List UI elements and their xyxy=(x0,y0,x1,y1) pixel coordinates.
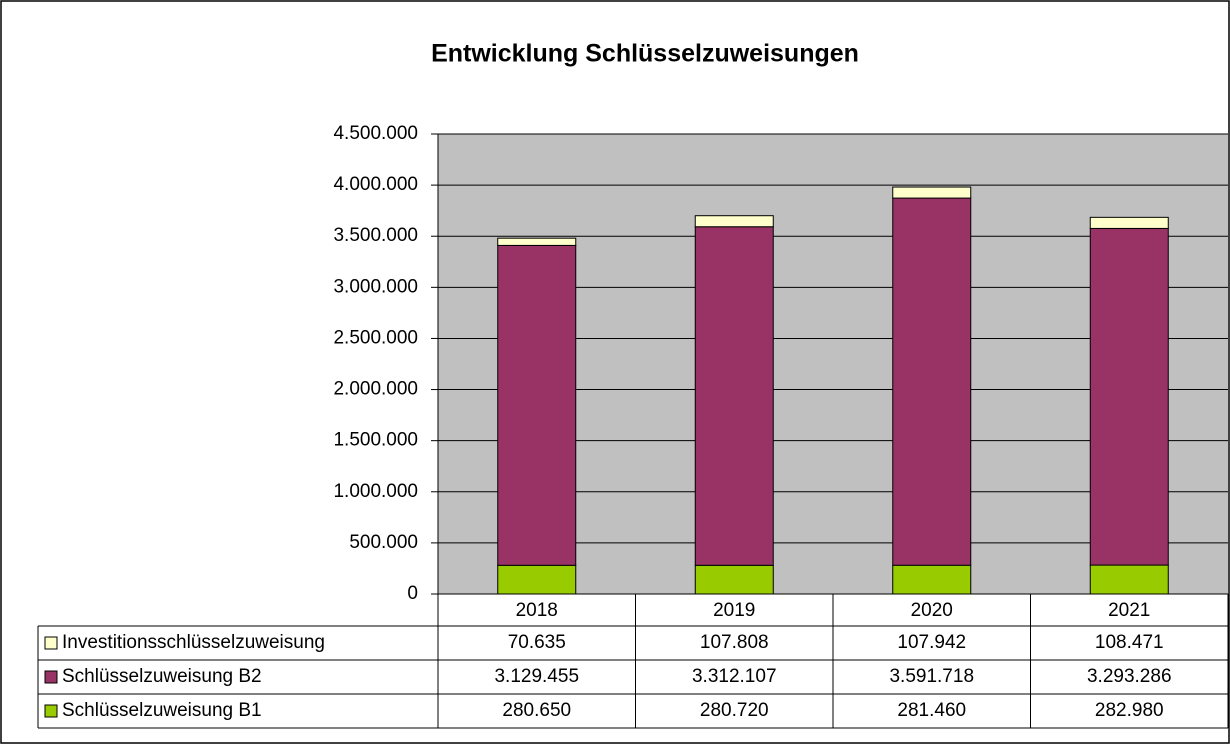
bar-segment xyxy=(1089,216,1169,229)
table-value: 281.460 xyxy=(897,700,966,721)
y-tick-label: 3.500.000 xyxy=(333,225,418,246)
bar-segment xyxy=(497,564,577,595)
bar-segment xyxy=(892,197,972,566)
table-value: 3.293.286 xyxy=(1087,666,1172,687)
table-value: 108.471 xyxy=(1095,632,1164,653)
bar-segment xyxy=(497,237,577,246)
y-tick-label: 4.000.000 xyxy=(333,174,418,195)
legend-swatch xyxy=(44,670,58,684)
y-tick-label: 500.000 xyxy=(349,532,418,553)
y-tick-label: 4.500.000 xyxy=(333,123,418,144)
x-tick-label: 2019 xyxy=(713,600,755,621)
bar-segment xyxy=(497,244,577,566)
table-value: 70.635 xyxy=(508,632,566,653)
x-tick-label: 2020 xyxy=(911,600,953,621)
y-tick-label: 1.500.000 xyxy=(333,430,418,451)
y-tick-label: 1.000.000 xyxy=(333,481,418,502)
table-value: 3.129.455 xyxy=(494,666,579,687)
y-tick-label: 3.000.000 xyxy=(333,276,418,297)
table-value: 107.808 xyxy=(700,632,769,653)
x-tick-label: 2018 xyxy=(516,600,558,621)
table-value: 280.720 xyxy=(700,700,769,721)
legend-label: Schlüsselzuweisung B2 xyxy=(62,666,262,687)
y-tick-label: 2.500.000 xyxy=(333,327,418,348)
table-value: 3.591.718 xyxy=(889,666,974,687)
legend-label: Investitionsschlüsselzuweisung xyxy=(62,632,325,653)
bar-segment xyxy=(1089,227,1169,566)
bar-segment xyxy=(694,215,774,228)
chart-title: Entwicklung Schlüsselzuweisungen xyxy=(431,40,859,68)
bar-segment xyxy=(892,564,972,595)
y-tick-label: 0 xyxy=(407,583,418,604)
table-value: 280.650 xyxy=(502,700,571,721)
bar-segment xyxy=(1089,564,1169,595)
table-value: 282.980 xyxy=(1095,700,1164,721)
legend-swatch xyxy=(44,636,58,650)
bar-segment xyxy=(892,186,972,199)
legend-swatch xyxy=(44,704,58,718)
x-tick-label: 2021 xyxy=(1108,600,1150,621)
bar-segment xyxy=(694,564,774,595)
table-value: 107.942 xyxy=(897,632,966,653)
table-value: 3.312.107 xyxy=(692,666,777,687)
legend-label: Schlüsselzuweisung B1 xyxy=(62,700,262,721)
y-tick-label: 2.000.000 xyxy=(333,379,418,400)
bar-segment xyxy=(694,226,774,566)
